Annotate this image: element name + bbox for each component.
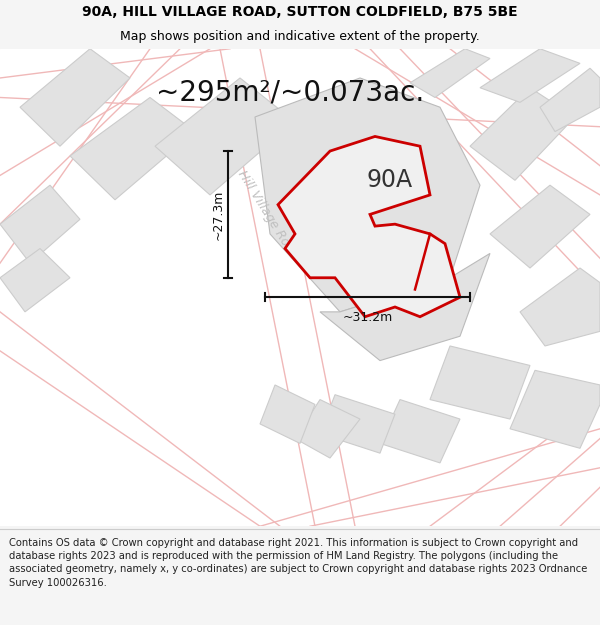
Text: ~295m²/~0.073ac.: ~295m²/~0.073ac. — [156, 79, 424, 107]
Polygon shape — [155, 78, 295, 195]
Text: ~31.2m: ~31.2m — [343, 311, 392, 324]
Polygon shape — [490, 185, 590, 268]
Polygon shape — [510, 371, 600, 448]
Polygon shape — [320, 395, 395, 453]
Text: 90A, HILL VILLAGE ROAD, SUTTON COLDFIELD, B75 5BE: 90A, HILL VILLAGE ROAD, SUTTON COLDFIELD… — [82, 5, 518, 19]
Polygon shape — [480, 49, 580, 102]
Polygon shape — [70, 98, 195, 200]
Polygon shape — [20, 49, 130, 146]
Polygon shape — [278, 136, 460, 317]
Polygon shape — [0, 249, 70, 312]
Text: Map shows position and indicative extent of the property.: Map shows position and indicative extent… — [120, 30, 480, 43]
Text: Contains OS data © Crown copyright and database right 2021. This information is : Contains OS data © Crown copyright and d… — [9, 538, 587, 588]
Polygon shape — [470, 88, 575, 180]
Polygon shape — [380, 399, 460, 463]
Polygon shape — [430, 346, 530, 419]
Polygon shape — [260, 385, 315, 443]
Polygon shape — [0, 185, 80, 263]
Text: Hill Village Road: Hill Village Road — [235, 168, 301, 261]
Polygon shape — [295, 399, 360, 458]
Polygon shape — [540, 68, 600, 132]
Polygon shape — [410, 49, 490, 98]
Polygon shape — [520, 268, 600, 346]
Polygon shape — [320, 253, 490, 361]
Polygon shape — [255, 78, 480, 312]
Text: ~27.3m: ~27.3m — [212, 189, 224, 239]
Text: 90A: 90A — [367, 168, 413, 192]
